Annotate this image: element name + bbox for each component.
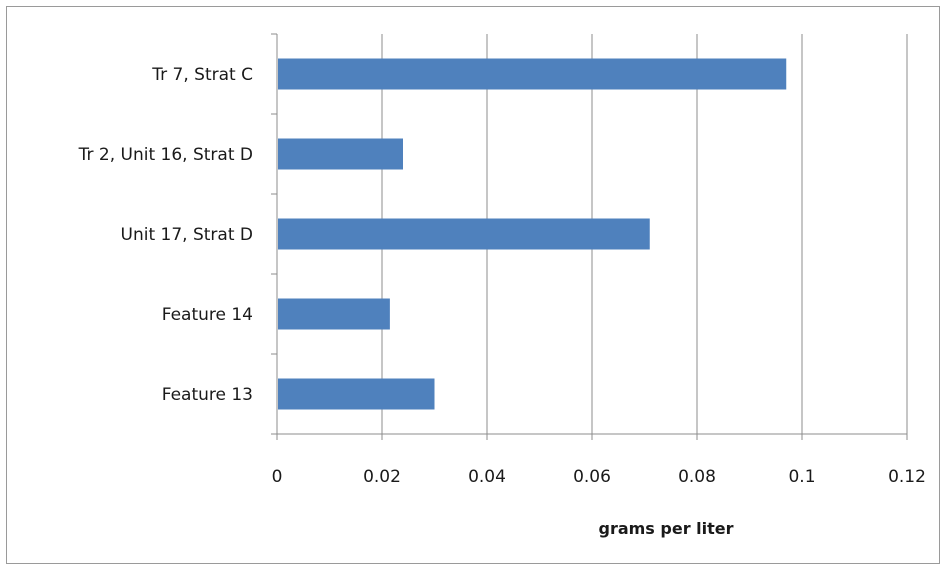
chart-frame: [6, 6, 940, 564]
x-tick-label: 0: [272, 467, 283, 487]
category-label: Tr 2, Unit 16, Strat D: [78, 145, 253, 165]
y-axis-ticks: [271, 33, 277, 435]
gridlines: [381, 34, 908, 434]
bar: [278, 58, 787, 90]
x-axis-title: grams per liter: [598, 519, 733, 538]
bar: [278, 218, 650, 250]
x-tick-label: 0.02: [363, 467, 401, 487]
category-label: Feature 13: [162, 385, 253, 405]
x-tick-label: 0.06: [573, 467, 611, 487]
category-label: Unit 17, Strat D: [121, 225, 253, 245]
category-label: Tr 7, Strat C: [151, 65, 253, 85]
bar: [278, 298, 390, 330]
x-tick-label: 0.1: [788, 467, 815, 487]
x-tick-label: 0.12: [888, 467, 926, 487]
bars: [278, 58, 787, 410]
bar: [278, 378, 435, 410]
y-axis-category-labels: Tr 7, Strat C Tr 2, Unit 16, Strat D Unit …: [78, 65, 253, 405]
x-axis-tick-labels: 0 0.02 0.04 0.06 0.08 0.1 0.12: [272, 467, 926, 487]
axes: [276, 34, 908, 440]
x-tick-label: 0.04: [468, 467, 506, 487]
category-label: Feature 14: [162, 305, 253, 325]
x-tick-label: 0.08: [678, 467, 716, 487]
bar: [278, 138, 403, 170]
